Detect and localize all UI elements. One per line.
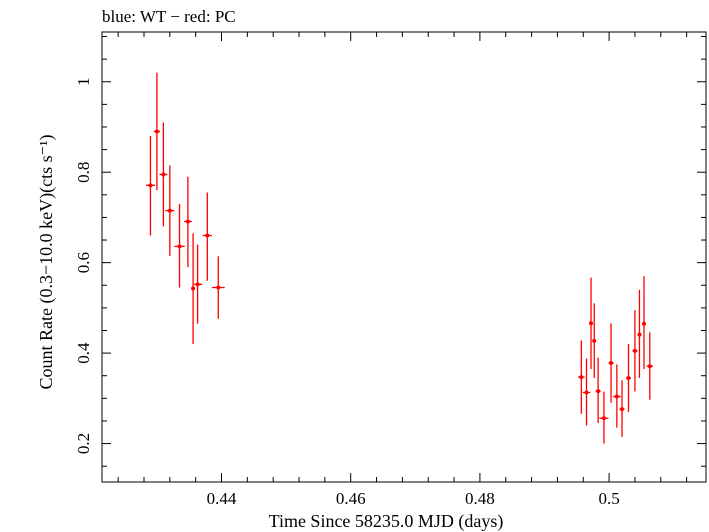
point-marker [596, 389, 601, 394]
data-point [619, 380, 625, 437]
y-tick-label: 0.4 [74, 342, 93, 364]
point-marker [177, 244, 182, 249]
data-point [589, 277, 594, 369]
chart-title: blue: WT − red: PC [102, 7, 236, 26]
data-point [625, 344, 632, 412]
point-marker [589, 321, 594, 326]
y-tick-label: 0.8 [74, 162, 93, 183]
data-point [592, 303, 597, 378]
x-tick-label: 0.5 [598, 489, 619, 508]
data-point [191, 233, 196, 345]
data-point [612, 364, 621, 428]
point-marker [601, 416, 606, 421]
data-point [608, 323, 614, 403]
point-marker [632, 348, 637, 353]
data-point [159, 122, 168, 227]
data-point [595, 357, 601, 424]
data-point [637, 289, 642, 378]
point-marker [161, 172, 166, 177]
y-tick-label: 0.2 [74, 433, 93, 454]
data-point [184, 176, 192, 268]
point-marker [647, 364, 652, 369]
point-marker [592, 338, 597, 343]
y-tick-label: 1 [74, 77, 93, 86]
point-marker [584, 390, 589, 395]
tick-labels: 0.44 0.46 0.48 0.5 0.2 0.4 0.6 0.8 1 [74, 77, 620, 508]
x-tick-label: 0.44 [207, 489, 237, 508]
plot-frame [101, 31, 707, 483]
data-point [145, 136, 155, 236]
point-marker [620, 407, 625, 412]
point-marker [626, 375, 631, 380]
data-point [582, 358, 591, 426]
data-point [211, 256, 225, 319]
data-point [646, 332, 654, 400]
x-tick-label: 0.48 [465, 489, 495, 508]
y-tick-label: 0.6 [74, 252, 93, 273]
point-marker [205, 233, 210, 238]
point-marker [191, 286, 196, 291]
point-marker [185, 219, 190, 224]
data-point [202, 192, 212, 281]
point-marker [167, 208, 172, 213]
point-marker [154, 129, 159, 134]
data-points [145, 72, 654, 444]
point-marker [641, 321, 646, 326]
data-point [578, 340, 585, 414]
x-tick-label: 0.46 [336, 489, 366, 508]
data-point [641, 276, 646, 369]
point-marker [579, 375, 584, 380]
data-point [193, 244, 203, 324]
point-marker [609, 361, 614, 366]
point-marker [216, 285, 221, 290]
data-point [599, 391, 609, 444]
point-marker [148, 183, 153, 188]
point-marker [614, 394, 619, 399]
axis-ticks [102, 32, 706, 482]
data-point [165, 165, 175, 256]
data-point [632, 310, 638, 392]
x-axis-label: Time Since 58235.0 MJD (days) [269, 511, 504, 532]
data-point [174, 203, 185, 288]
y-axis-label: Count Rate (0.3−10.0 keV)(cts s⁻¹) [36, 134, 57, 389]
data-point [153, 72, 161, 191]
point-marker [195, 282, 200, 287]
point-marker [637, 332, 642, 337]
